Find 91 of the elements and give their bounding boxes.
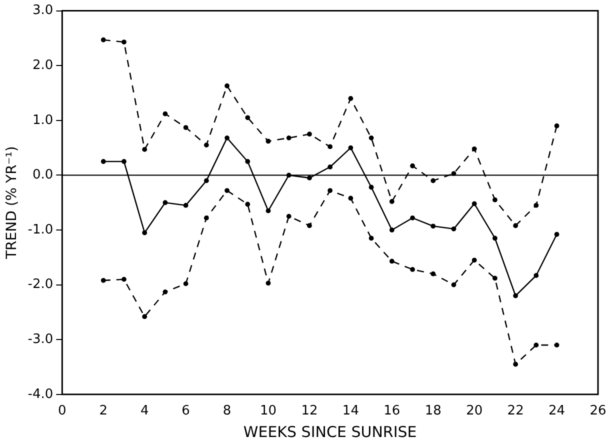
point: [368, 236, 374, 241]
x-tick-label: 2: [99, 404, 108, 419]
point: [389, 258, 394, 264]
y-tick-label: 2.0: [32, 58, 54, 73]
point: [451, 282, 456, 288]
y-tick-label: 0.0: [32, 168, 54, 183]
point: [122, 159, 126, 164]
point: [266, 280, 271, 286]
point: [513, 362, 518, 367]
point: [162, 200, 168, 206]
point: [492, 276, 498, 281]
x-tick-label: 22: [507, 404, 524, 419]
point: [328, 188, 333, 193]
point: [348, 145, 354, 150]
point: [142, 230, 148, 236]
point: [368, 184, 374, 190]
point: [307, 223, 312, 228]
point: [162, 289, 168, 294]
point: [328, 144, 333, 150]
point: [266, 208, 271, 214]
point: [472, 146, 477, 152]
point: [534, 202, 539, 208]
x-tick-label: 24: [548, 404, 566, 419]
point: [534, 342, 539, 348]
point: [245, 202, 250, 207]
point: [513, 223, 518, 228]
x-tick-label: 8: [222, 404, 232, 419]
point: [204, 142, 209, 148]
y-tick-label: -3.0: [28, 332, 54, 347]
point: [451, 226, 456, 232]
x-tick-label: 10: [260, 404, 277, 419]
point: [410, 267, 415, 272]
y-tick-label: -2.0: [28, 277, 54, 292]
point: [286, 214, 292, 219]
x-tick-label: 18: [424, 404, 442, 419]
point: [224, 188, 230, 193]
point: [513, 293, 518, 298]
point: [100, 278, 106, 283]
point: [328, 164, 333, 170]
x-tick-label: 12: [301, 404, 318, 419]
point: [472, 201, 477, 206]
point: [142, 314, 148, 320]
point: [348, 96, 354, 101]
point: [554, 123, 560, 128]
y-tick-label: 1.0: [32, 112, 54, 128]
point: [554, 232, 560, 237]
x-tick-label: 14: [342, 404, 359, 419]
point: [204, 178, 209, 184]
point: [534, 273, 539, 278]
point: [410, 215, 415, 220]
point: [100, 159, 106, 164]
point: [183, 125, 188, 130]
x-tick-label: 4: [140, 404, 149, 419]
point: [492, 197, 498, 202]
x-tick-label: 16: [384, 404, 400, 419]
point: [183, 281, 188, 286]
x-axis-title: WEEKS SINCE SUNRISE: [243, 422, 417, 441]
point: [162, 111, 168, 116]
y-axis-title: TREND (% YR⁻¹): [4, 146, 20, 260]
y-tick-label: -1.0: [28, 222, 54, 238]
point: [389, 199, 394, 204]
y-tick-label: 3.0: [32, 3, 54, 18]
point: [142, 146, 148, 152]
point: [122, 40, 126, 44]
x-tick-label: 6: [182, 404, 190, 419]
point: [348, 196, 354, 201]
point: [204, 215, 209, 220]
x-tick-label: 26: [590, 404, 606, 419]
point: [492, 236, 498, 241]
point: [307, 132, 312, 137]
point: [245, 115, 250, 120]
point: [122, 276, 126, 282]
point: [224, 83, 230, 88]
point: [307, 175, 312, 180]
x-tick-label: 20: [466, 404, 483, 419]
point: [266, 138, 271, 144]
point: [183, 202, 188, 208]
y-tick-label: -4.0: [28, 386, 54, 402]
point: [410, 163, 415, 168]
point: [430, 224, 436, 229]
point: [286, 135, 292, 140]
point: [368, 135, 374, 140]
point: [224, 135, 230, 140]
point: [554, 342, 560, 348]
point: [100, 37, 106, 42]
point: [389, 228, 394, 232]
point: [430, 178, 436, 184]
point: [245, 159, 250, 164]
point: [430, 271, 436, 276]
x-tick-label: 0: [58, 404, 66, 419]
point: [472, 258, 477, 263]
